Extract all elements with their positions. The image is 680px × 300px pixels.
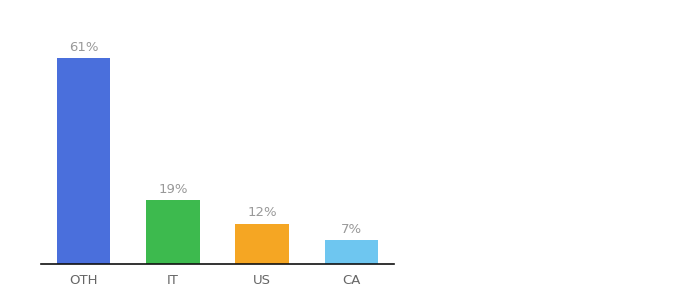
- Text: 61%: 61%: [69, 41, 99, 54]
- Bar: [146, 200, 200, 264]
- Text: 7%: 7%: [341, 223, 362, 236]
- Text: 19%: 19%: [158, 183, 188, 196]
- Text: 12%: 12%: [248, 206, 277, 220]
- Bar: [235, 224, 289, 264]
- Bar: [57, 58, 110, 264]
- Bar: [325, 240, 378, 264]
